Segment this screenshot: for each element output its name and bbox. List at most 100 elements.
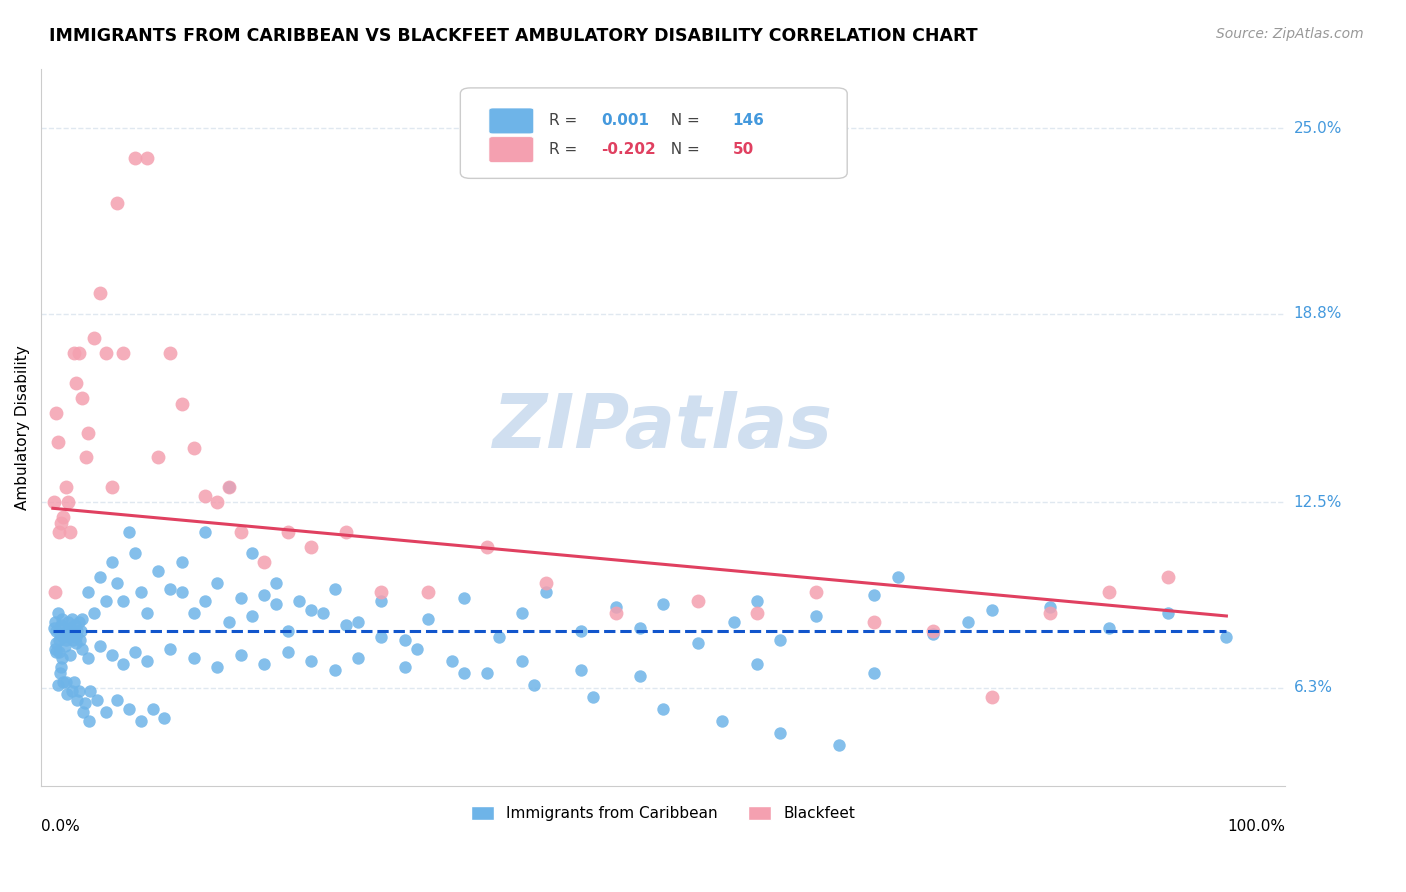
- Point: [63, 627, 86, 641]
- Point: [59, 621, 82, 635]
- Text: 18.8%: 18.8%: [1294, 306, 1341, 321]
- Point: [652, 702, 675, 716]
- Point: [710, 714, 733, 728]
- Point: [124, 546, 146, 560]
- Point: [194, 489, 217, 503]
- Point: [55, 674, 77, 689]
- Point: [980, 603, 1002, 617]
- Point: [148, 564, 170, 578]
- Text: R =: R =: [548, 113, 582, 128]
- Point: [440, 654, 463, 668]
- Point: [59, 648, 82, 662]
- Point: [51, 651, 73, 665]
- Point: [253, 555, 276, 569]
- Point: [77, 585, 100, 599]
- Point: [277, 525, 299, 540]
- Point: [67, 683, 90, 698]
- Point: [582, 690, 605, 704]
- Point: [94, 594, 117, 608]
- Point: [153, 711, 176, 725]
- Point: [523, 678, 546, 692]
- Point: [129, 714, 152, 728]
- Point: [83, 331, 105, 345]
- Point: [56, 624, 79, 638]
- Point: [628, 669, 651, 683]
- Point: [53, 621, 76, 635]
- Point: [46, 435, 69, 450]
- Text: R =: R =: [548, 142, 582, 157]
- Point: [105, 196, 128, 211]
- Point: [922, 627, 945, 641]
- Point: [569, 663, 592, 677]
- Point: [510, 654, 533, 668]
- Point: [70, 624, 93, 638]
- Text: 100.0%: 100.0%: [1227, 819, 1285, 834]
- Point: [63, 674, 86, 689]
- Point: [534, 585, 557, 599]
- Point: [124, 645, 146, 659]
- Text: Source: ZipAtlas.com: Source: ZipAtlas.com: [1216, 27, 1364, 41]
- Point: [52, 510, 75, 524]
- Point: [534, 576, 557, 591]
- Point: [957, 615, 980, 629]
- Point: [922, 624, 945, 638]
- Point: [218, 615, 240, 629]
- Point: [769, 725, 792, 739]
- Point: [205, 495, 228, 509]
- Point: [49, 627, 72, 641]
- Point: [49, 665, 72, 680]
- Point: [1157, 570, 1180, 584]
- Point: [51, 612, 73, 626]
- Point: [510, 606, 533, 620]
- Point: [159, 582, 181, 596]
- Point: [335, 525, 357, 540]
- Text: N =: N =: [661, 113, 704, 128]
- Point: [170, 555, 193, 569]
- Point: [118, 702, 141, 716]
- Point: [370, 594, 392, 608]
- Point: [48, 525, 70, 540]
- Point: [62, 632, 84, 647]
- Text: ZIPatlas: ZIPatlas: [494, 391, 834, 464]
- Text: -0.202: -0.202: [600, 142, 655, 157]
- Point: [159, 345, 181, 359]
- Point: [347, 651, 370, 665]
- Point: [45, 645, 67, 659]
- Point: [605, 606, 627, 620]
- Point: [159, 641, 181, 656]
- Point: [453, 591, 475, 605]
- Point: [56, 687, 79, 701]
- Point: [94, 705, 117, 719]
- Point: [112, 657, 135, 671]
- Text: N =: N =: [661, 142, 704, 157]
- Point: [1039, 599, 1062, 614]
- Point: [253, 657, 276, 671]
- Point: [1098, 585, 1121, 599]
- Point: [347, 615, 370, 629]
- Text: 6.3%: 6.3%: [1294, 681, 1333, 695]
- Point: [299, 603, 322, 617]
- Point: [1039, 606, 1062, 620]
- Point: [804, 609, 827, 624]
- Point: [89, 639, 111, 653]
- Point: [229, 591, 252, 605]
- Point: [569, 624, 592, 638]
- FancyBboxPatch shape: [489, 136, 534, 162]
- Point: [112, 594, 135, 608]
- Point: [1098, 621, 1121, 635]
- Text: 146: 146: [733, 113, 765, 128]
- Point: [66, 624, 89, 638]
- Point: [118, 525, 141, 540]
- Point: [264, 597, 287, 611]
- FancyBboxPatch shape: [489, 108, 534, 134]
- Point: [205, 660, 228, 674]
- Point: [980, 690, 1002, 704]
- Point: [42, 495, 65, 509]
- Point: [299, 540, 322, 554]
- Text: 0.001: 0.001: [600, 113, 650, 128]
- Point: [1215, 630, 1237, 644]
- Point: [253, 588, 276, 602]
- Point: [46, 606, 69, 620]
- Text: 25.0%: 25.0%: [1294, 120, 1341, 136]
- Point: [63, 345, 86, 359]
